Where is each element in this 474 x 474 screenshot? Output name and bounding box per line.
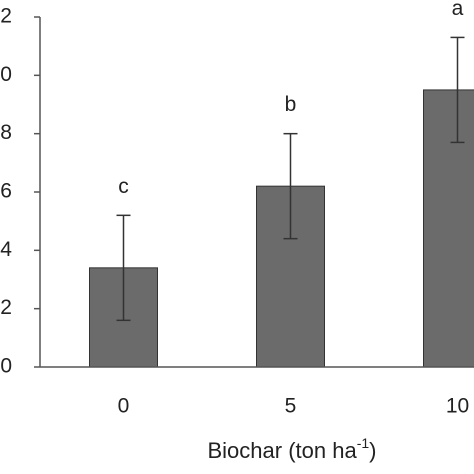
x-label-tail: ) [369,438,376,463]
x-tick-label: 0 [118,395,130,418]
y-tick-label: 0.8 [0,121,12,144]
annotation: b [285,93,297,116]
x-label-sup: -1 [357,435,370,451]
annotation: a [452,0,464,20]
x-tick-label: 5 [285,395,297,418]
y-tick-label: 0.2 [0,296,12,319]
y-tick-label: 1.0 [0,63,12,86]
y-tick-label: 1.2 [0,5,12,28]
annotation: c [118,175,129,198]
x-tick-label: 10 [446,395,469,418]
x-axis-label: Biochar (ton ha-1) [208,435,377,463]
y-tick-label: 0.6 [0,180,12,203]
x-label-text: Biochar (ton ha [208,438,358,463]
bar [423,89,474,368]
y-tick-label: 0.4 [0,238,12,261]
y-tick-label: 0 [0,355,12,378]
